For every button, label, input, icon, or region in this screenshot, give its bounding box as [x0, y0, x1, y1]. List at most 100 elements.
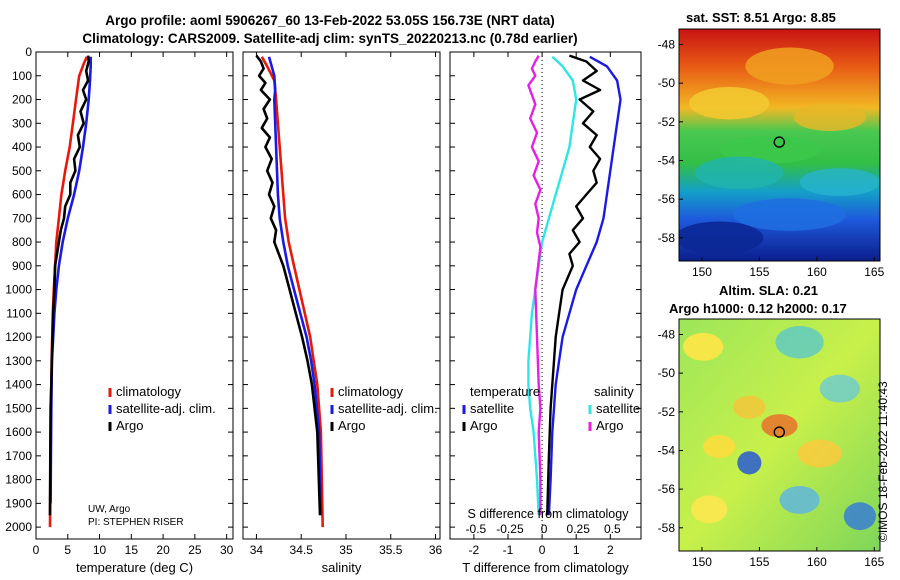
diff-legend-label: satellite: [596, 401, 640, 416]
sst-map-title: sat. SST: 8.51 Argo: 8.85: [686, 10, 836, 25]
y-tick-label: 1900: [5, 496, 32, 510]
temp-legend-label: Argo: [116, 418, 143, 433]
sla-map-feature: [819, 374, 860, 403]
sla-map-xtick-label: 160: [807, 555, 827, 569]
sst-map-feature: [719, 135, 820, 164]
temp-annotation: UW, Argo: [88, 504, 131, 515]
sal-xlabel: salinity: [322, 560, 362, 575]
sal-series-line: [255, 54, 322, 516]
imos-credit: ©IMOS 18-Feb-2022 11:40:43: [876, 381, 890, 542]
sal-xtick-label: 35: [339, 543, 353, 557]
sla-map-xtick-label: 165: [864, 555, 884, 569]
sst-map-xtick-label: 155: [749, 265, 769, 279]
sla-map-feature: [683, 332, 724, 361]
diff-xlabel-top: S difference from climatology: [468, 507, 630, 521]
sal-legend-label: climatology: [338, 384, 404, 399]
sla-map-features: [683, 325, 876, 531]
sst-map-xtick-label: 150: [692, 265, 712, 279]
y-tick-label: 400: [12, 140, 32, 154]
diff-series-line: [546, 54, 602, 516]
y-tick-label: 2000: [5, 520, 32, 534]
y-tick-label: 0: [25, 45, 32, 59]
sla-map-feature: [761, 414, 798, 438]
sst-map-ytick-label: -58: [658, 231, 676, 245]
y-tick-label: 1500: [5, 401, 32, 415]
sst-map-feature: [793, 103, 866, 132]
sst-map-ytick-label: -48: [658, 37, 676, 51]
y-tick-label: 1700: [5, 449, 32, 463]
sla-map-xtick-label: 155: [749, 555, 769, 569]
sal-series-line: [260, 56, 324, 528]
sla-map-ytick-label: -56: [658, 482, 676, 496]
temp-legend-label: satellite-adj. clim.: [116, 401, 216, 416]
sla-map-title-line2: Argo h1000: 0.12 h2000: 0.17: [669, 301, 847, 316]
diff-s-tick-label: 0.5: [604, 522, 621, 536]
sst-map-xtick-label: 165: [864, 265, 884, 279]
temp-xtick-label: 0: [33, 543, 40, 557]
sla-map-title-line1: Altim. SLA: 0.21: [719, 283, 818, 298]
temp-series-line: [48, 55, 90, 516]
y-tick-label: 100: [12, 69, 32, 83]
sla-map-feature: [691, 495, 728, 524]
sst-map-feature: [689, 87, 770, 120]
sal-xtick-label: 34.5: [290, 543, 314, 557]
sal-xtick-label: 35.5: [379, 543, 403, 557]
temp-xtick-label: 5: [64, 543, 71, 557]
y-tick-label: 1200: [5, 330, 32, 344]
y-tick-label: 200: [12, 93, 32, 107]
sal-xtick-label: 34: [250, 543, 264, 557]
sal-xtick-label: 36: [429, 543, 443, 557]
y-tick-label: 300: [12, 116, 32, 130]
sla-map-ytick-label: -52: [658, 405, 676, 419]
sla-map-feature: [737, 451, 762, 475]
sst-map-feature: [695, 156, 784, 190]
sla-map-feature: [779, 486, 820, 514]
diff-frame: [449, 51, 642, 540]
y-tick-label: 1300: [5, 354, 32, 368]
diff-s-tick-label: -0.25: [496, 522, 524, 536]
y-tick-label: 1100: [6, 306, 32, 320]
y-tick-label: 900: [12, 259, 32, 273]
temp-annotation: PI: STEPHEN RISER: [88, 517, 184, 528]
sla-map-feature: [843, 502, 876, 531]
diff-legend-title: salinity: [594, 384, 634, 399]
sst-map-feature: [679, 221, 764, 255]
sla-map-feature: [703, 435, 736, 459]
diff-legend-label: Argo: [470, 418, 497, 433]
y-tick-label: 700: [12, 211, 32, 225]
diff-t-tick-label: -2: [469, 543, 480, 557]
diff-t-tick-label: 2: [607, 543, 614, 557]
y-tick-label: 500: [12, 164, 32, 178]
diff-series-line: [527, 55, 542, 516]
sla-map-ytick-label: -58: [658, 521, 676, 535]
temp-frame: [35, 51, 234, 540]
sst-map-features: [679, 47, 880, 255]
sla-map-frame: [678, 318, 881, 552]
chart-title-line2: Climatology: CARS2009. Satellite-adj cli…: [82, 31, 578, 46]
sst-map-ytick-label: -52: [658, 115, 676, 129]
temp-xtick-label: 10: [93, 543, 107, 557]
sal-frame: [242, 51, 441, 540]
temp-xtick-label: 15: [125, 543, 139, 557]
y-tick-label: 1800: [5, 473, 32, 487]
sla-map-ytick-label: -48: [658, 327, 676, 341]
sst-map-argo-marker: [773, 136, 785, 148]
sst-map-feature: [745, 47, 834, 85]
sla-map-feature: [733, 395, 766, 419]
temp-xtick-label: 25: [188, 543, 202, 557]
chart-title-line1: Argo profile: aoml 5906267_60 13-Feb-202…: [105, 13, 555, 28]
sla-map-feature: [775, 325, 824, 359]
y-tick-label: 1600: [5, 425, 32, 439]
diff-legend-label: satellite: [470, 401, 514, 416]
y-tick-label: 600: [12, 188, 32, 202]
temp-xtick-label: 30: [220, 543, 234, 557]
sst-map-frame: [678, 28, 881, 262]
diff-s-tick-label: 0.25: [567, 522, 591, 536]
diff-legend-label: Argo: [596, 418, 623, 433]
sst-map-xtick-label: 160: [807, 265, 827, 279]
sla-map-xtick-label: 150: [692, 555, 712, 569]
temp-xlabel: temperature (deg C): [76, 560, 193, 575]
sal-series-line: [267, 56, 323, 516]
y-tick-label: 800: [12, 235, 32, 249]
